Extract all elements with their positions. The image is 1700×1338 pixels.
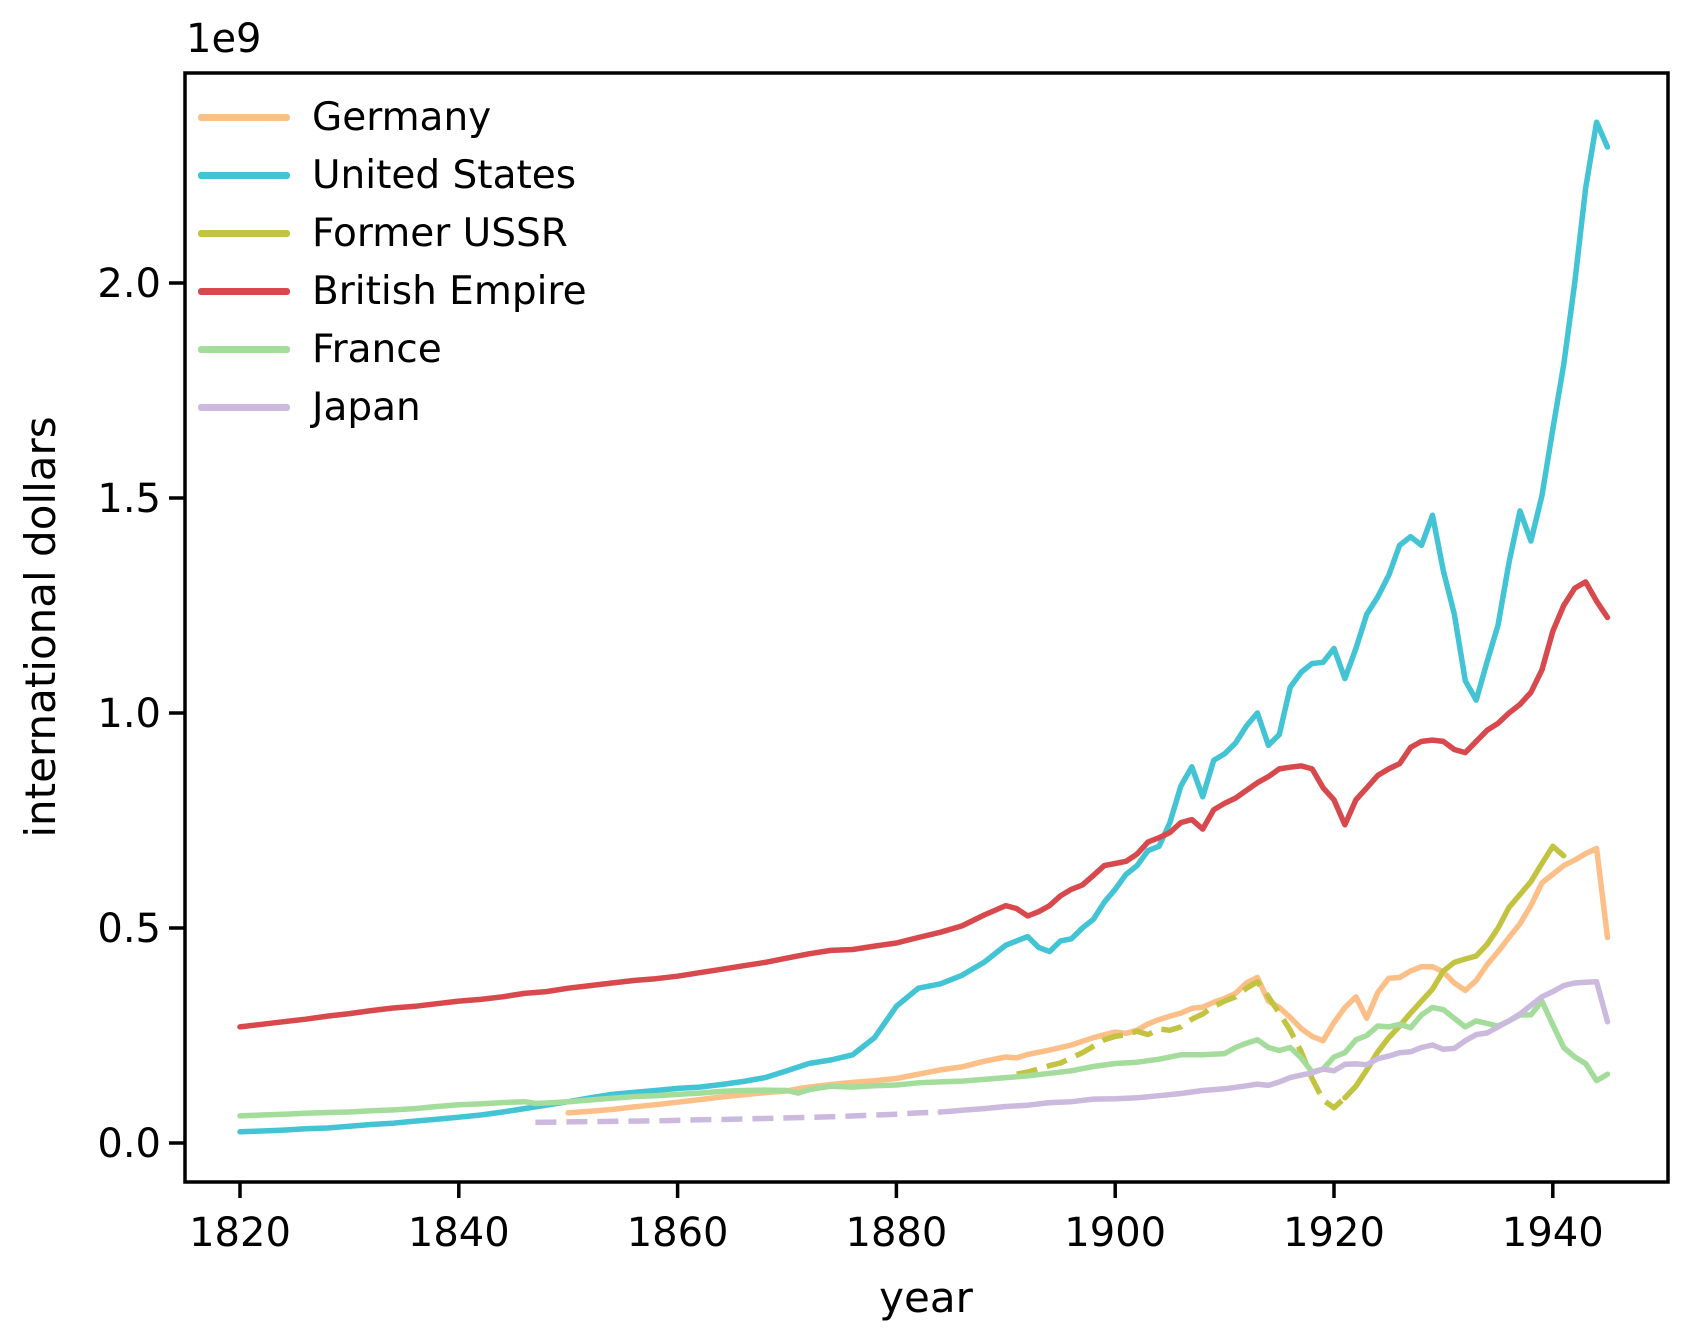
x-tick-label: 1920 — [1283, 1210, 1385, 1256]
x-tick-label: 1880 — [846, 1210, 948, 1256]
x-tick-label: 1840 — [408, 1210, 510, 1256]
series-line-british-empire — [237, 579, 1611, 1030]
plot-frame — [183, 71, 1670, 1184]
legend: Germany United States Former USSR British E… — [198, 88, 587, 436]
y-axis-offset-label: 1e9 — [186, 16, 262, 62]
legend-item-japan: Japan — [198, 378, 587, 436]
x-tick-label: 1820 — [189, 1210, 291, 1256]
x-tick-label: 1900 — [1064, 1210, 1166, 1256]
legend-label-british-empire: British Empire — [312, 268, 587, 314]
legend-label-japan: Japan — [312, 384, 421, 430]
series-lines — [237, 119, 1611, 1135]
series-line-france — [237, 998, 1611, 1119]
legend-item-united-states: United States — [198, 146, 587, 204]
legend-label-france: France — [312, 326, 442, 372]
y-axis-ticks: 0.0 0.5 1.0 1.5 2.0 — [97, 261, 185, 1167]
y-tick-label: 1.0 — [97, 691, 161, 737]
legend-item-germany: Germany — [198, 88, 587, 146]
legend-item-british-empire: British Empire — [198, 262, 587, 320]
legend-swatch-british-empire — [198, 287, 290, 295]
legend-swatch-germany — [198, 113, 290, 121]
series-line-japan — [937, 979, 1611, 1115]
series-line-japan — [535, 1109, 941, 1126]
series-line-former-ussr — [1342, 843, 1567, 1101]
legend-item-former-ussr: Former USSR — [198, 204, 587, 262]
legend-swatch-former-ussr — [198, 229, 290, 237]
series-line-germany — [565, 845, 1611, 1116]
legend-item-france: France — [198, 320, 587, 378]
x-axis-ticks: 1820 1840 1860 1880 1900 1920 1940 — [189, 1182, 1604, 1256]
x-tick-label: 1940 — [1502, 1210, 1604, 1256]
legend-swatch-japan — [198, 403, 290, 411]
y-tick-label: 2.0 — [97, 261, 161, 307]
legend-swatch-united-states — [198, 171, 290, 179]
series-line-former-ussr — [1016, 979, 1347, 1111]
legend-label-former-ussr: Former USSR — [312, 210, 568, 256]
y-tick-label: 0.5 — [97, 906, 161, 952]
legend-label-united-states: United States — [312, 152, 577, 198]
y-tick-label: 1.5 — [97, 476, 161, 522]
y-tick-label: 0.0 — [97, 1121, 161, 1167]
y-axis-title: international dollars — [16, 416, 65, 837]
legend-swatch-france — [198, 345, 290, 353]
x-tick-label: 1860 — [627, 1210, 729, 1256]
x-axis-title: year — [879, 1273, 973, 1322]
legend-label-germany: Germany — [312, 94, 492, 140]
